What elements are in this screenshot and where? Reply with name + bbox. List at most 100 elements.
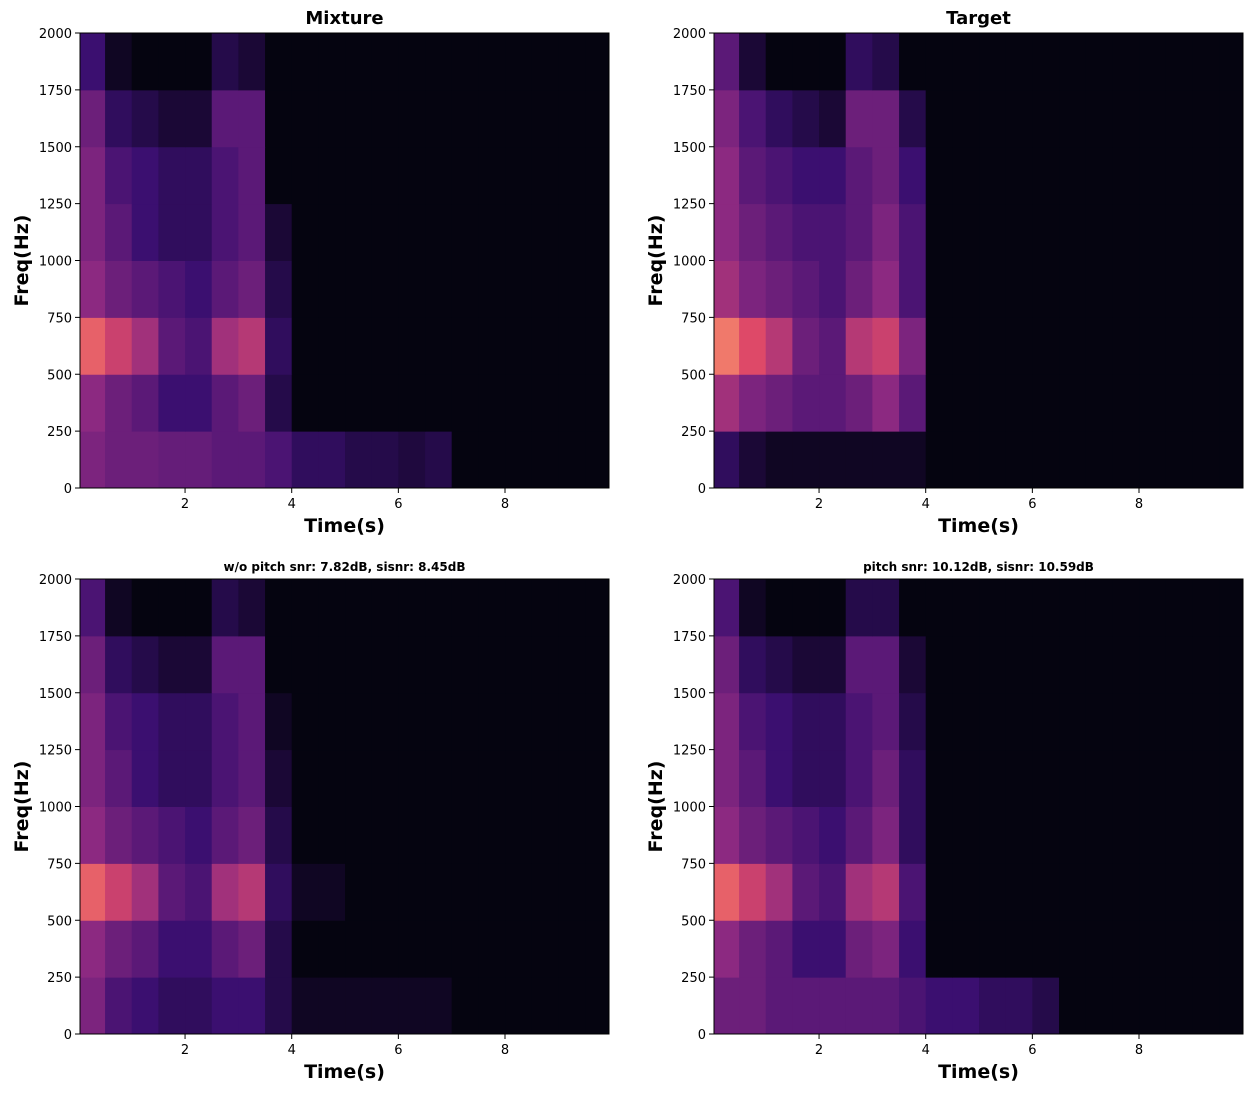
cell [238, 374, 266, 432]
cell [80, 806, 106, 864]
cell [819, 89, 847, 148]
cell [1165, 260, 1193, 318]
cell [872, 635, 900, 694]
cell [585, 431, 609, 488]
y-tick-label: 1250 [673, 744, 706, 759]
cell [1219, 749, 1243, 807]
cell [1112, 977, 1140, 1034]
heatmap [714, 33, 1243, 488]
cell [1005, 260, 1033, 318]
cell [845, 89, 873, 148]
cell [1085, 692, 1113, 751]
cell [872, 431, 900, 488]
cell [899, 203, 927, 261]
cell [265, 374, 293, 432]
cell [558, 317, 586, 375]
cell [739, 635, 767, 694]
cell [238, 863, 266, 921]
cell [925, 317, 953, 375]
cell [105, 317, 133, 375]
y-tick-label: 500 [47, 914, 72, 929]
cell [899, 692, 927, 751]
cell [265, 579, 293, 637]
cell [531, 33, 559, 91]
cell [1139, 977, 1167, 1034]
y-tick-label: 250 [47, 971, 72, 986]
x-tick-label: 2 [181, 1043, 189, 1058]
cell [371, 89, 399, 148]
subplot: 2 4 6 8 0 250 500 750 1000 1250 1500 1750 2000 Time(s… [645, 8, 1244, 537]
cell [451, 579, 479, 637]
cell [1032, 89, 1060, 148]
cell [1112, 579, 1140, 637]
cell [1059, 920, 1087, 978]
cell [1059, 260, 1087, 318]
y-tick-label: 750 [47, 857, 72, 872]
cell [211, 692, 239, 751]
cell [1032, 431, 1060, 488]
cell [1219, 863, 1243, 921]
cell [131, 317, 159, 375]
cell [1165, 89, 1193, 148]
cell [765, 89, 793, 148]
cell [1059, 203, 1087, 261]
cell [238, 146, 266, 205]
cell [1139, 260, 1167, 318]
cell [505, 146, 533, 205]
cell [345, 203, 373, 261]
cell [185, 977, 213, 1034]
cell [845, 920, 873, 978]
cell [714, 920, 740, 978]
cell [238, 317, 266, 375]
cell [925, 920, 953, 978]
cell [925, 579, 953, 637]
cell [131, 749, 159, 807]
cell [558, 863, 586, 921]
cell [505, 33, 533, 91]
cell [185, 749, 213, 807]
cell [1139, 806, 1167, 864]
cell [792, 806, 820, 864]
cell [558, 806, 586, 864]
cell [739, 89, 767, 148]
y-tick-label: 1250 [673, 198, 706, 213]
cell [425, 920, 453, 978]
cell [1032, 977, 1060, 1034]
subplot-title: Mixture [305, 8, 383, 29]
cell [531, 431, 559, 488]
cell [425, 749, 453, 807]
cell [952, 749, 980, 807]
cell [451, 749, 479, 807]
cell [1005, 431, 1033, 488]
cell [739, 317, 767, 375]
cell [398, 692, 426, 751]
cell [1219, 89, 1243, 148]
cell [451, 806, 479, 864]
cell [105, 920, 133, 978]
cell [318, 260, 346, 318]
cell [585, 260, 609, 318]
cell [585, 146, 609, 205]
cell [478, 146, 506, 205]
cell [925, 635, 953, 694]
cell [345, 317, 373, 375]
cell [211, 260, 239, 318]
cell [238, 579, 266, 637]
cell [131, 977, 159, 1034]
cell [291, 579, 319, 637]
cell [845, 317, 873, 375]
x-tick-label: 6 [1028, 497, 1036, 512]
cell [131, 260, 159, 318]
cell [158, 317, 186, 375]
cell [979, 260, 1007, 318]
cell [558, 374, 586, 432]
cell [979, 806, 1007, 864]
cell [1139, 749, 1167, 807]
cell [318, 806, 346, 864]
cell [80, 89, 106, 148]
cell [819, 635, 847, 694]
y-tick-label: 2000 [39, 27, 72, 42]
y-tick-label: 1750 [39, 84, 72, 99]
cell [131, 33, 159, 91]
cell [1085, 977, 1113, 1034]
